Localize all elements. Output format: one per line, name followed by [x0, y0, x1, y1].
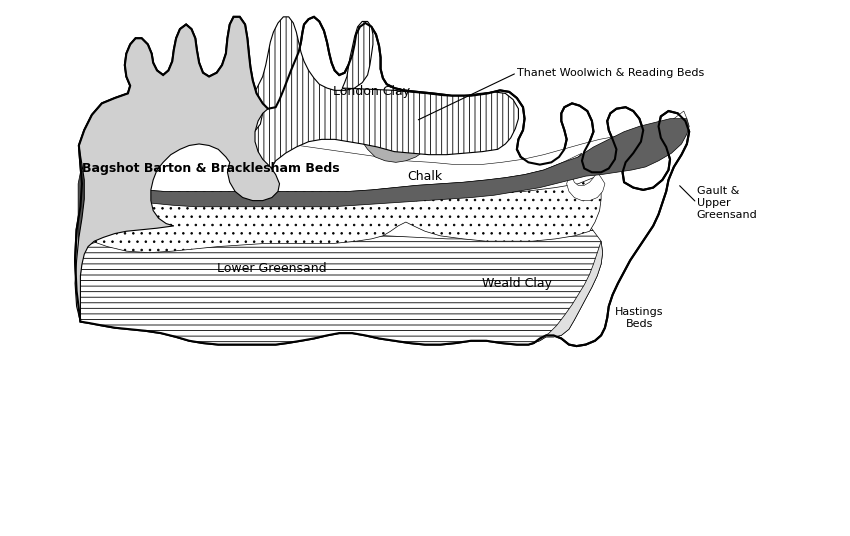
Polygon shape	[75, 17, 689, 346]
Polygon shape	[534, 241, 603, 343]
Polygon shape	[75, 17, 280, 322]
Text: London Clay: London Clay	[333, 85, 410, 99]
Text: Weald Clay: Weald Clay	[482, 277, 552, 290]
Text: Chalk: Chalk	[407, 169, 443, 183]
Polygon shape	[76, 226, 603, 345]
Polygon shape	[82, 111, 687, 200]
Text: Lower Greensand: Lower Greensand	[217, 262, 326, 274]
Polygon shape	[78, 170, 92, 276]
Text: Hastings
Beds: Hastings Beds	[615, 307, 664, 329]
Text: Thanet Woolwich & Reading Beds: Thanet Woolwich & Reading Beds	[517, 68, 704, 78]
Text: Bagshot Barton & Bracklesham Beds: Bagshot Barton & Bracklesham Beds	[82, 162, 339, 175]
Text: Gault &
Upper
Greensand: Gault & Upper Greensand	[697, 187, 757, 220]
Polygon shape	[237, 17, 518, 188]
Polygon shape	[362, 106, 431, 162]
Polygon shape	[84, 118, 689, 207]
Polygon shape	[79, 177, 601, 252]
